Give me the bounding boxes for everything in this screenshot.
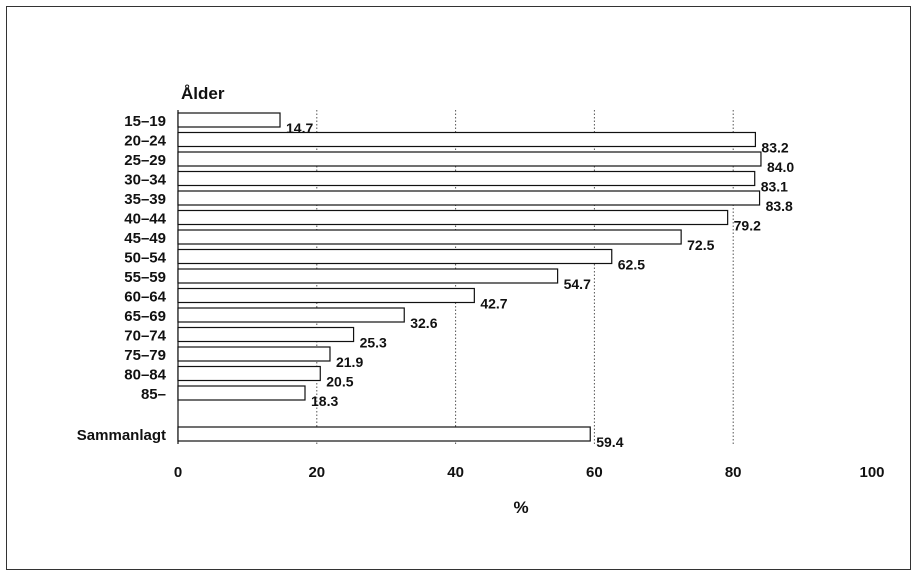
category-label: Sammanlagt [77,427,166,444]
bar [177,209,729,226]
category-label: 55–59 [124,269,166,286]
x-tick-label: 80 [725,464,742,481]
value-label: 21.9 [336,354,363,370]
category-label: 20–24 [124,133,166,150]
category-label: 25–29 [124,152,166,169]
category-label: 50–54 [124,250,166,267]
value-label: 72.5 [687,237,714,253]
bar [177,248,613,265]
value-label: 79.2 [734,218,761,234]
bar [177,229,682,245]
bar [177,112,281,128]
x-tick-labels: 0 20 40 60 80 100 [174,464,885,481]
value-label: 25.3 [360,335,387,351]
category-label: 45–49 [124,230,166,247]
category-label: 85– [141,386,166,403]
y-axis-title: Ålder [181,84,225,103]
value-label: 84.0 [767,159,794,175]
category-label: 80–84 [124,367,166,384]
chart-frame [6,6,911,570]
category-label: 35–39 [124,191,166,208]
value-label: 83.1 [761,179,788,195]
x-tick-label: 20 [308,464,325,481]
value-label: 18.3 [311,393,338,409]
x-tick-label: 100 [859,464,884,481]
bar [177,346,331,362]
value-label: 59.4 [596,434,623,450]
x-tick-label: 60 [586,464,603,481]
bar [177,385,306,401]
value-label: 20.5 [326,374,353,390]
category-label: 15–19 [124,113,166,130]
bar [177,170,756,187]
bar [177,287,475,304]
category-label: 65–69 [124,308,166,325]
value-labels: 14.7 83.2 84.0 83.1 83.8 79.2 72.5 62.5 54.7 42.7… [286,120,794,450]
bar [177,326,355,343]
value-label: 62.5 [618,257,645,273]
value-label: 32.6 [410,315,437,331]
bar [177,151,762,167]
bar [177,268,559,284]
bar [177,131,757,148]
category-label: 30–34 [124,172,166,189]
category-label: 70–74 [124,328,166,345]
value-label: 42.7 [480,296,507,312]
category-label: 40–44 [124,211,166,228]
category-labels: 15–19 20–24 25–29 30–34 35–39 40–44 45–49 50–54… [77,113,167,444]
bars [177,112,762,442]
category-label: 75–79 [124,347,166,364]
category-label: 60–64 [124,289,166,306]
x-tick-label: 0 [174,464,182,481]
bar [177,307,405,323]
value-label: 54.7 [564,276,591,292]
value-label: 14.7 [286,120,313,136]
value-label: 83.8 [766,198,793,214]
x-tick-label: 40 [447,464,464,481]
value-label: 83.2 [761,140,788,156]
bar [177,426,591,442]
bar [177,190,761,206]
bar [177,365,321,382]
x-axis-title: % [513,498,528,517]
